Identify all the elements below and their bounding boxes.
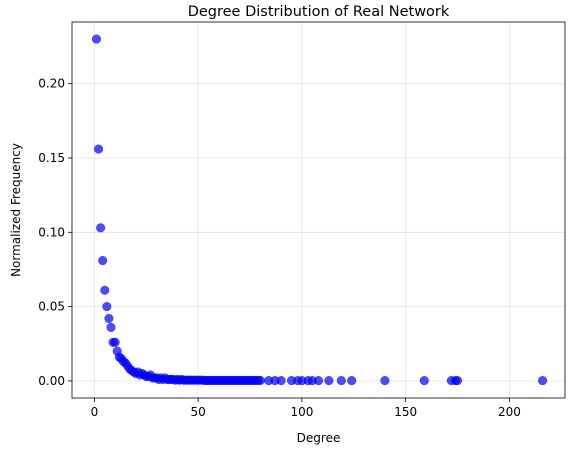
y-tick-label: 0.10 — [38, 225, 65, 239]
x-tick-label: 0 — [91, 405, 99, 419]
x-axis-title: Degree — [297, 431, 341, 445]
data-point — [106, 322, 116, 332]
data-point — [110, 337, 120, 347]
x-tick-label: 50 — [191, 405, 206, 419]
data-point — [313, 376, 324, 386]
data-point — [380, 376, 390, 386]
x-axis: 0 50 100 150 200 — [91, 398, 521, 419]
data-point — [96, 223, 106, 233]
y-axis: 0.00 0.05 0.10 0.15 0.20 — [38, 77, 72, 388]
data-point — [276, 376, 286, 386]
y-tick-label: 0.00 — [38, 374, 65, 388]
data-point — [538, 376, 548, 386]
y-tick-label: 0.20 — [38, 77, 65, 91]
data-point — [102, 302, 112, 312]
x-tick-label: 100 — [290, 405, 313, 419]
data-point — [94, 144, 104, 154]
data-point — [255, 375, 265, 386]
y-tick-label: 0.05 — [38, 300, 65, 314]
data-point — [91, 34, 102, 44]
data-point — [324, 376, 334, 386]
data-point — [419, 376, 429, 386]
x-tick-label: 150 — [394, 405, 417, 419]
data-point — [347, 376, 357, 386]
y-tick-label: 0.15 — [38, 151, 65, 165]
data-point — [336, 376, 346, 386]
chart-title: Degree Distribution of Real Network — [188, 4, 450, 20]
data-points — [91, 34, 548, 386]
y-axis-title: Normalized Frequency — [9, 143, 23, 277]
data-point — [98, 255, 108, 266]
data-point — [104, 313, 114, 324]
data-point — [452, 376, 463, 386]
plot-frame — [71, 21, 566, 399]
x-tick-label: 200 — [498, 405, 521, 419]
data-point — [100, 285, 110, 295]
